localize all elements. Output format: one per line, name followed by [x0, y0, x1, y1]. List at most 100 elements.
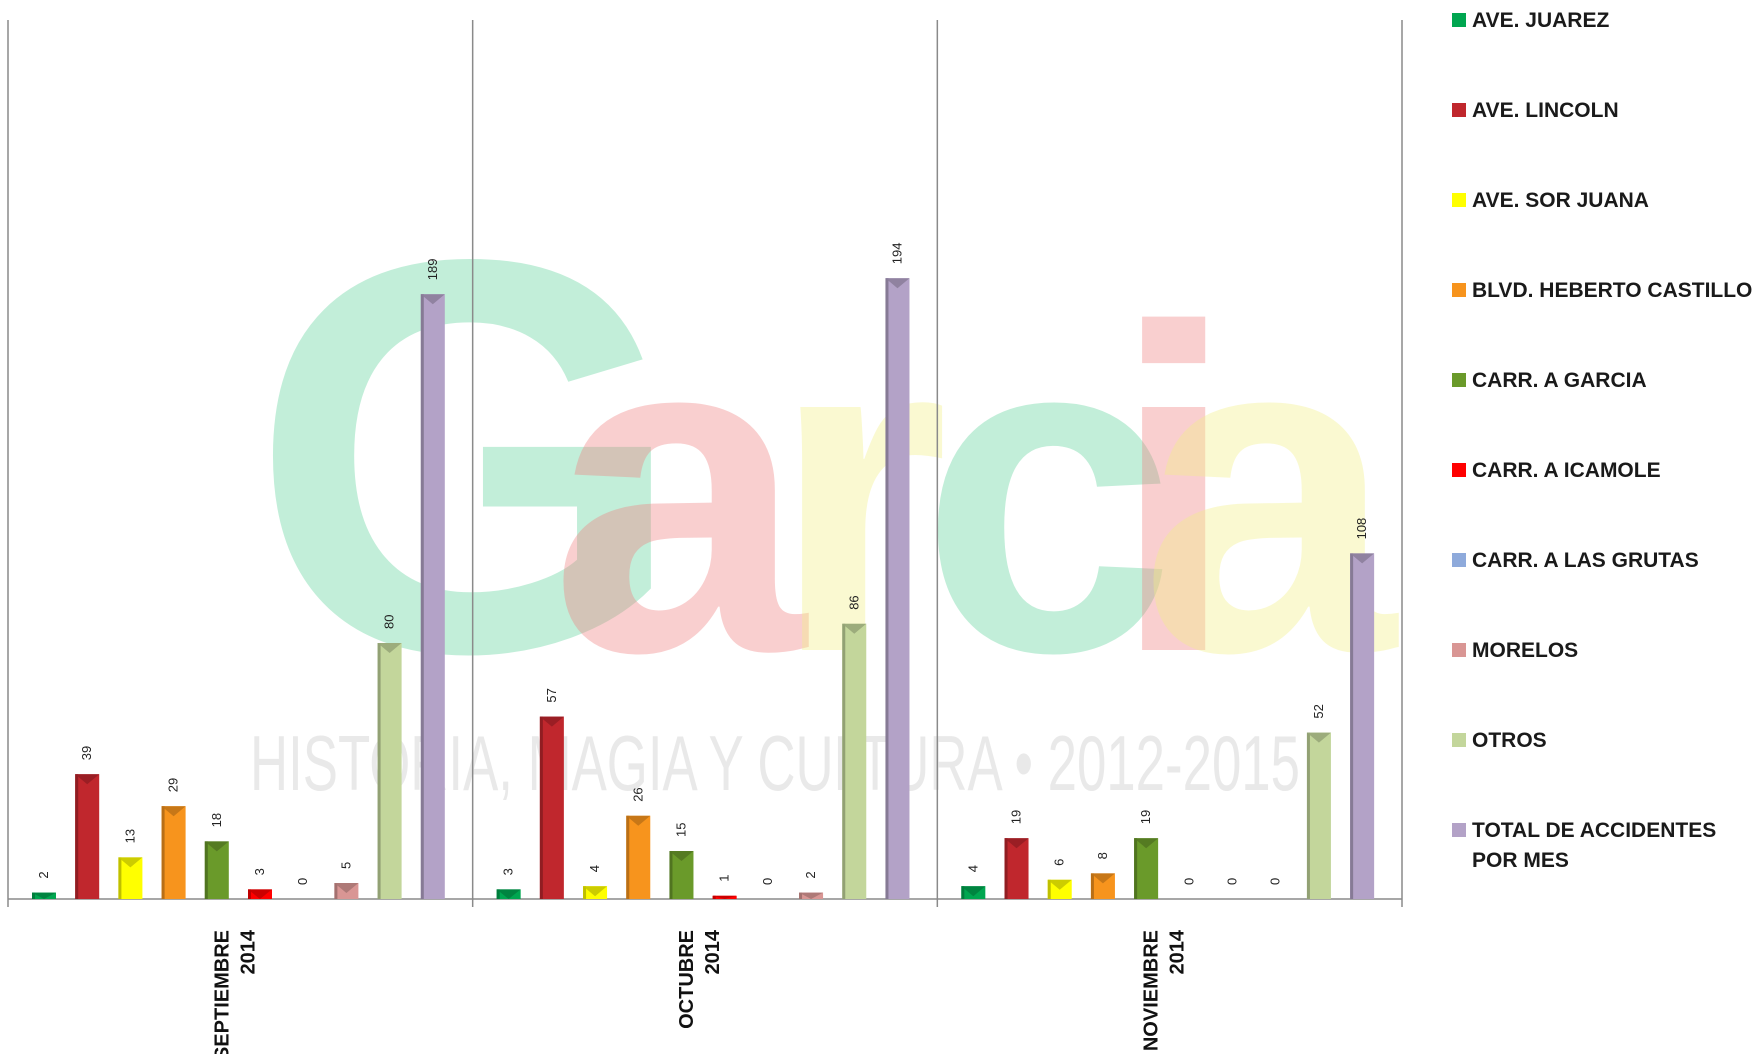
- bar: [118, 857, 143, 899]
- category-label: NOVIEMBRE: [1141, 930, 1163, 1051]
- data-label: 0: [1181, 878, 1196, 885]
- category-label: 2014: [702, 929, 724, 974]
- bar-bevel: [248, 889, 272, 899]
- data-label: 0: [760, 878, 775, 885]
- watermark-letter: a: [550, 235, 809, 748]
- bar-bevel: [799, 892, 824, 899]
- legend-label: CARR. A LAS GRUTAS: [1472, 549, 1699, 572]
- data-label: 80: [382, 615, 397, 629]
- legend-swatch: [1452, 283, 1466, 297]
- chart-axes: [7, 20, 1403, 907]
- bar-edge: [1004, 838, 1008, 899]
- bar-bevel: [118, 857, 143, 868]
- data-label: 18: [209, 813, 224, 827]
- bar-bevel: [1004, 838, 1029, 849]
- bar-bevel: [539, 716, 564, 727]
- bar-edge: [669, 851, 673, 899]
- bar-edge: [1306, 732, 1310, 899]
- chart-category-labels: SEPTIEMBRE 2014 OCTUBRE 2014 NOVIEMBRE 2014: [211, 929, 1188, 1054]
- legend-item: CARR. A GARCIA: [1452, 368, 1762, 396]
- legend-item: BLVD. HEBERTO CASTILLO: [1452, 278, 1762, 306]
- legend-swatch: [1452, 823, 1466, 837]
- legend-item: AVE. SOR JUANA: [1452, 188, 1762, 216]
- bar-edge: [75, 774, 79, 899]
- bar: [626, 815, 651, 899]
- bar-edge: [248, 889, 251, 899]
- bar-edge: [32, 892, 35, 899]
- legend-swatch: [1452, 643, 1466, 657]
- bar-edge: [961, 886, 965, 899]
- legend-swatch: [1452, 463, 1466, 477]
- data-label: 4: [587, 865, 602, 872]
- bar: [1134, 838, 1159, 899]
- bar: [420, 294, 445, 899]
- bar-edge: [712, 895, 716, 899]
- category-label: 2014: [1167, 929, 1189, 974]
- bar-edge: [842, 623, 846, 899]
- data-label: 1: [717, 875, 732, 882]
- legend-label: OTROS: [1472, 729, 1547, 752]
- bar-bevel: [1090, 873, 1115, 884]
- data-label: 26: [630, 787, 645, 801]
- bar-bevel: [32, 892, 56, 899]
- bar: [539, 716, 564, 899]
- data-label: 0: [1268, 878, 1283, 885]
- bar-edge: [1090, 873, 1094, 899]
- legend-item: CARR. A ICAMOLE: [1452, 458, 1762, 486]
- bar-edge: [496, 889, 500, 899]
- legend-label: AVE. LINCOLN: [1472, 99, 1619, 122]
- bar-bevel: [420, 294, 445, 305]
- chart-data-labels: 2 39 13 29 18 3 0 5 80 189 3 57 4 26 15 1 0 2 86 194 4 19 6 8 19…: [36, 242, 1369, 885]
- data-label: 29: [166, 778, 181, 792]
- bar-bevel: [334, 883, 359, 893]
- bar-edge: [1350, 553, 1354, 899]
- chart-bars: [32, 278, 1375, 899]
- bar: [1004, 838, 1029, 899]
- bar-bevel: [1047, 879, 1072, 890]
- data-label: 39: [79, 746, 94, 760]
- data-label: 19: [1009, 810, 1024, 824]
- bar-edge: [377, 643, 381, 899]
- bar-edge: [420, 294, 424, 899]
- watermark-tagline: HISTORIA, MAGIA Y CULTURA • 2012-2015: [250, 719, 1300, 807]
- bar-bevel: [204, 841, 229, 852]
- data-label: 2: [36, 871, 51, 878]
- legend-label: MORELOS: [1472, 639, 1579, 662]
- legend-label: TOTAL DE ACCIDENTES POR MES: [1472, 819, 1717, 873]
- bar: [1306, 732, 1331, 899]
- legend-item: TOTAL DE ACCIDENTES POR MES: [1452, 818, 1762, 877]
- legend-label: AVE. SOR JUANA: [1472, 189, 1649, 212]
- bar: [885, 278, 910, 899]
- bar-edge: [204, 841, 208, 899]
- bar-bevel: [1350, 553, 1375, 564]
- legend-swatch: [1452, 103, 1466, 117]
- category-label: 2014: [237, 929, 259, 974]
- data-label: 86: [846, 595, 861, 609]
- data-label: 19: [1138, 810, 1153, 824]
- legend-item: OTROS: [1452, 728, 1762, 756]
- data-label: 3: [501, 868, 516, 875]
- bar: [377, 643, 402, 899]
- legend-swatch: [1452, 13, 1466, 27]
- bar-bevel: [1134, 838, 1159, 849]
- watermark-letter: G: [250, 143, 686, 769]
- legend-label: CARR. A GARCIA: [1472, 369, 1647, 392]
- bar-bevel: [842, 623, 867, 634]
- watermark-letter: c: [920, 235, 1176, 748]
- bar-edge: [539, 716, 543, 899]
- bar-edge: [334, 883, 338, 899]
- data-label: 57: [544, 688, 559, 702]
- data-label: 13: [122, 829, 137, 843]
- legend-item: AVE. JUAREZ: [1452, 8, 1762, 36]
- legend-label: BLVD. HEBERTO CASTILLO: [1472, 279, 1753, 302]
- bar-bevel: [626, 815, 651, 826]
- data-label: 194: [889, 242, 904, 264]
- bar-edge: [799, 892, 803, 899]
- data-label: 15: [673, 823, 688, 837]
- bar-bevel: [583, 886, 608, 897]
- data-label: 3: [252, 868, 267, 875]
- bar-edge: [161, 806, 165, 899]
- bar: [842, 623, 867, 899]
